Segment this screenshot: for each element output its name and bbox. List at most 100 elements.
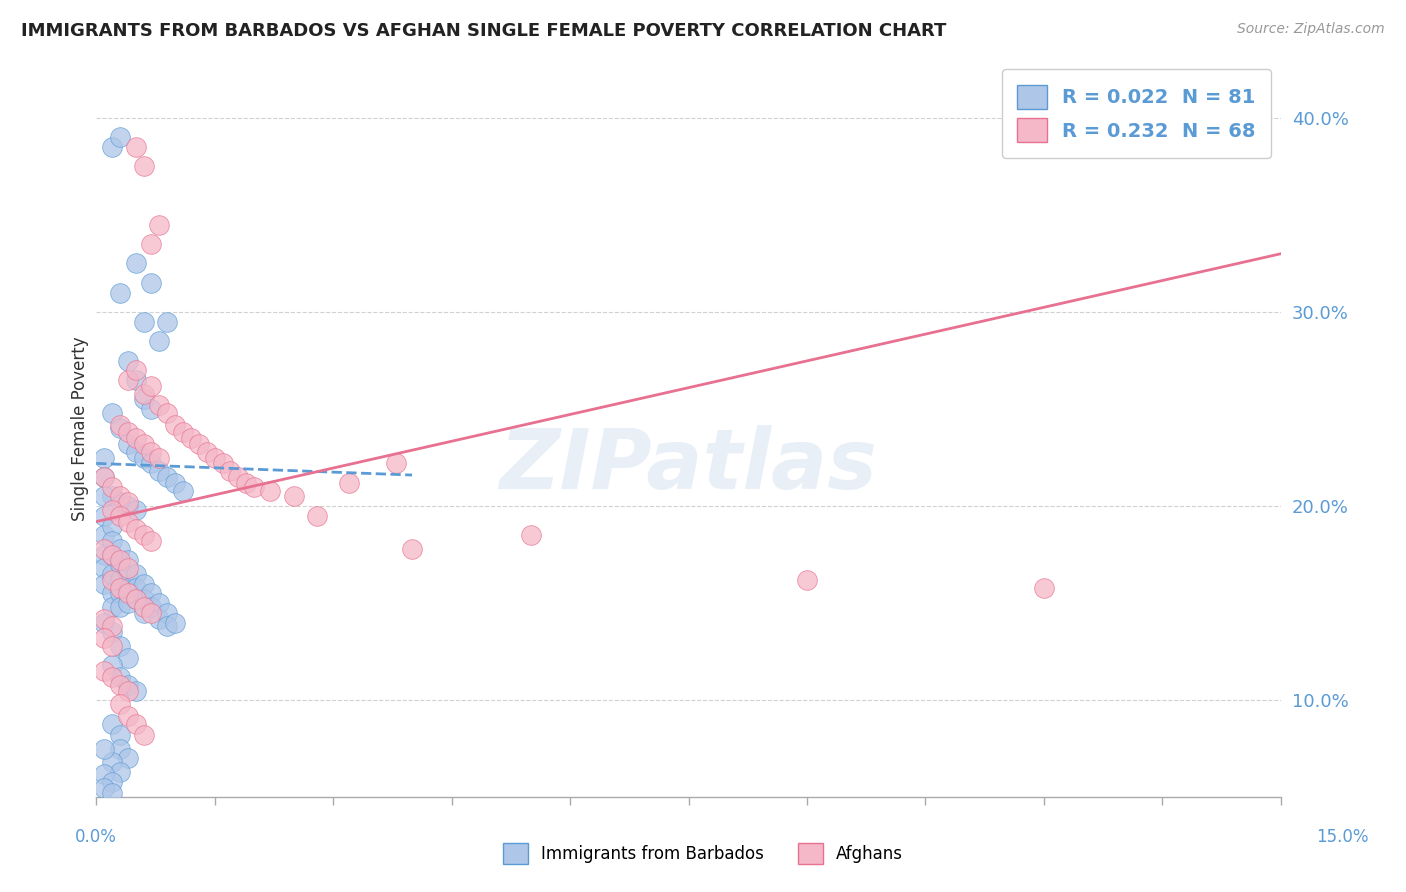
- Point: [165, 417, 187, 432]
- Point: [259, 483, 281, 498]
- Point: [101, 619, 124, 633]
- Point: [141, 600, 163, 615]
- Point: [124, 373, 146, 387]
- Text: IMMIGRANTS FROM BARBADOS VS AFGHAN SINGLE FEMALE POVERTY CORRELATION CHART: IMMIGRANTS FROM BARBADOS VS AFGHAN SINGL…: [21, 22, 946, 40]
- Point: [93, 470, 115, 484]
- Point: [117, 353, 139, 368]
- Point: [228, 470, 250, 484]
- Point: [93, 561, 115, 575]
- Point: [117, 678, 139, 692]
- Point: [101, 406, 124, 420]
- Point: [93, 541, 115, 556]
- Point: [93, 548, 115, 562]
- Point: [141, 534, 163, 549]
- Point: [93, 576, 115, 591]
- Point: [337, 475, 360, 490]
- Point: [108, 130, 131, 145]
- Point: [108, 765, 131, 780]
- Point: [165, 475, 187, 490]
- Point: [401, 541, 423, 556]
- Point: [108, 495, 131, 509]
- Point: [156, 619, 179, 633]
- Point: [283, 490, 305, 504]
- Point: [93, 664, 115, 678]
- Point: [108, 586, 131, 600]
- Point: [1032, 581, 1054, 595]
- Point: [101, 586, 124, 600]
- Point: [141, 276, 163, 290]
- Point: [141, 457, 163, 471]
- Point: [117, 437, 139, 451]
- Point: [132, 160, 155, 174]
- Point: [93, 767, 115, 781]
- Point: [148, 450, 170, 465]
- Point: [101, 490, 124, 504]
- Y-axis label: Single Female Poverty: Single Female Poverty: [72, 336, 89, 521]
- Point: [117, 581, 139, 595]
- Point: [93, 470, 115, 484]
- Legend: Immigrants from Barbados, Afghans: Immigrants from Barbados, Afghans: [496, 837, 910, 871]
- Point: [108, 490, 131, 504]
- Point: [124, 592, 146, 607]
- Point: [108, 581, 131, 595]
- Point: [148, 334, 170, 348]
- Point: [148, 464, 170, 478]
- Point: [101, 518, 124, 533]
- Text: ZIPatlas: ZIPatlas: [499, 425, 877, 506]
- Text: 15.0%: 15.0%: [1316, 828, 1369, 846]
- Point: [108, 741, 131, 756]
- Point: [187, 437, 209, 451]
- Point: [93, 612, 115, 626]
- Point: [132, 600, 155, 615]
- Point: [108, 697, 131, 711]
- Point: [132, 576, 155, 591]
- Point: [93, 450, 115, 465]
- Point: [124, 523, 146, 537]
- Point: [117, 650, 139, 665]
- Point: [108, 678, 131, 692]
- Text: 0.0%: 0.0%: [75, 828, 117, 846]
- Point: [132, 450, 155, 465]
- Point: [124, 256, 146, 270]
- Point: [124, 363, 146, 377]
- Point: [124, 431, 146, 445]
- Point: [165, 615, 187, 630]
- Point: [101, 658, 124, 673]
- Point: [117, 495, 139, 509]
- Point: [148, 218, 170, 232]
- Point: [132, 315, 155, 329]
- Point: [124, 140, 146, 154]
- Point: [108, 541, 131, 556]
- Text: Source: ZipAtlas.com: Source: ZipAtlas.com: [1237, 22, 1385, 37]
- Point: [101, 548, 124, 562]
- Point: [101, 774, 124, 789]
- Point: [148, 596, 170, 610]
- Point: [235, 475, 257, 490]
- Point: [132, 386, 155, 401]
- Point: [385, 457, 408, 471]
- Point: [117, 373, 139, 387]
- Point: [796, 573, 818, 587]
- Point: [101, 480, 124, 494]
- Point: [156, 315, 179, 329]
- Point: [211, 457, 233, 471]
- Point: [108, 558, 131, 572]
- Point: [117, 561, 139, 575]
- Point: [117, 683, 139, 698]
- Point: [117, 596, 139, 610]
- Point: [101, 756, 124, 770]
- Point: [93, 780, 115, 795]
- Point: [117, 425, 139, 440]
- Point: [101, 548, 124, 562]
- Point: [172, 483, 194, 498]
- Point: [101, 140, 124, 154]
- Point: [101, 716, 124, 731]
- Point: [93, 490, 115, 504]
- Point: [117, 515, 139, 529]
- Point: [124, 567, 146, 582]
- Point: [101, 503, 124, 517]
- Point: [101, 625, 124, 640]
- Point: [93, 508, 115, 523]
- Point: [101, 573, 124, 587]
- Point: [101, 786, 124, 800]
